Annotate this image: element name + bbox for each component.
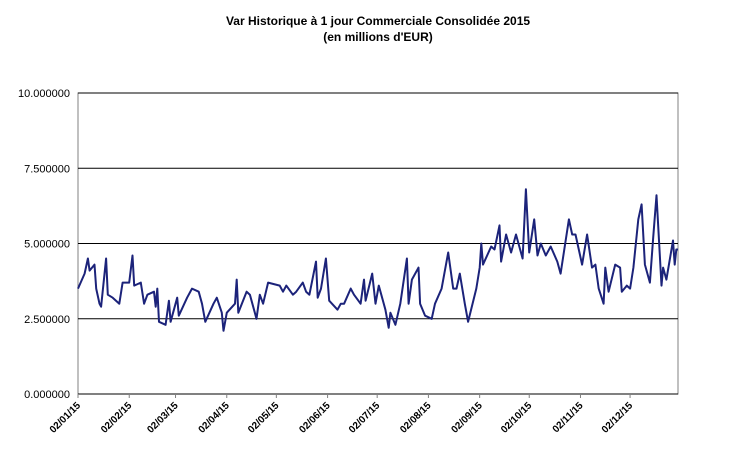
- x-tick-label: 02/11/15: [551, 400, 586, 435]
- x-tick-label: 02/03/15: [145, 400, 181, 436]
- x-tick-label: 02/10/15: [499, 400, 535, 436]
- y-tick-label: 10.000000: [18, 88, 70, 100]
- x-tick-label: 02/09/15: [449, 400, 485, 436]
- y-tick-label: 5.000000: [24, 239, 70, 251]
- y-tick-label: 7.500000: [24, 163, 70, 175]
- x-tick-label: 02/07/15: [347, 400, 383, 436]
- chart-subtitle: (en millions d'EUR): [323, 30, 433, 44]
- x-tick-label: 02/04/15: [197, 400, 233, 436]
- chart-title: Var Historique à 1 jour Commerciale Cons…: [226, 14, 530, 28]
- x-tick-label: 02/08/15: [398, 400, 434, 436]
- x-tick-label: 02/01/15: [48, 400, 84, 436]
- x-tick-label: 02/05/15: [246, 400, 282, 436]
- y-tick-label: 2.500000: [24, 314, 70, 326]
- x-tick-label: 02/06/15: [297, 400, 333, 436]
- y-tick-label: 0.000000: [24, 389, 70, 401]
- x-tick-label: 02/02/15: [99, 400, 135, 436]
- x-tick-label: 02/12/15: [600, 400, 636, 436]
- data-line: [77, 188, 678, 332]
